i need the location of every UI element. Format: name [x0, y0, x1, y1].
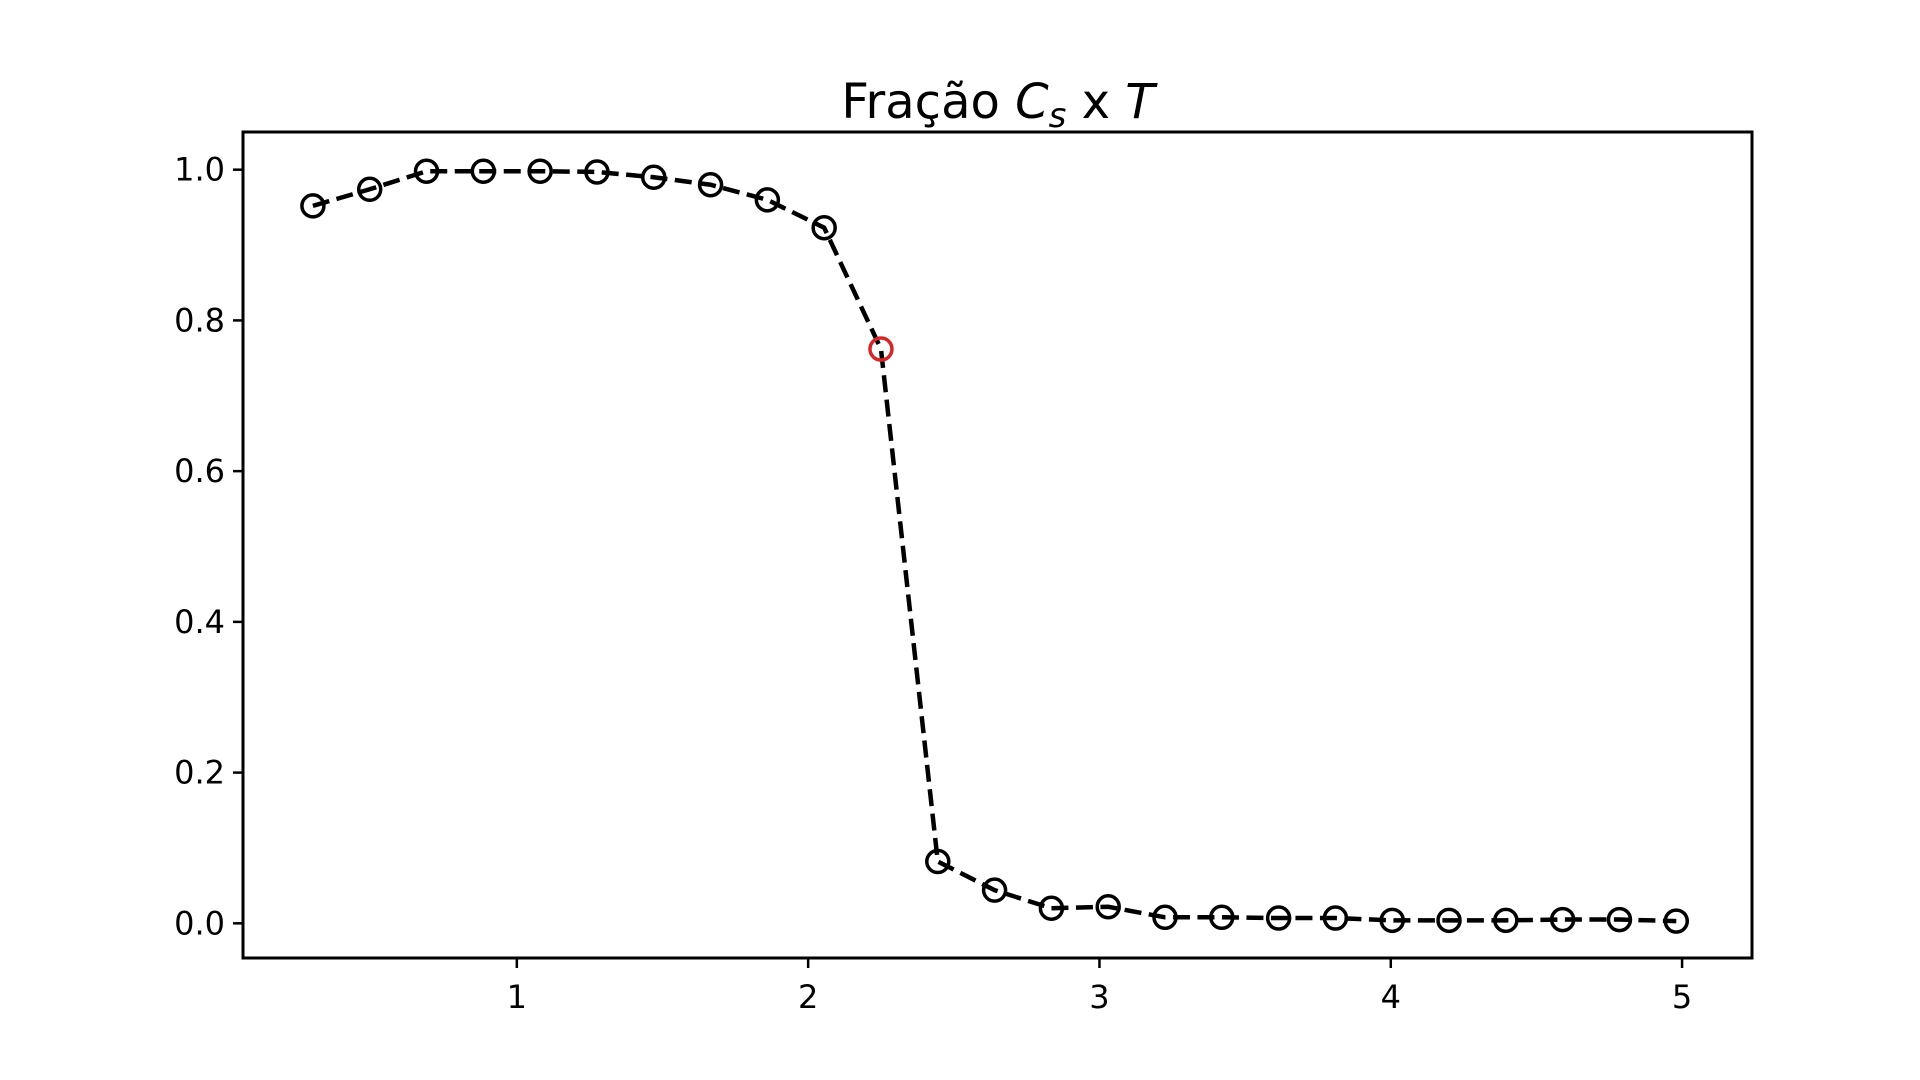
- highlighted-data-point: [868, 336, 894, 362]
- chart-title-middle: x: [1066, 74, 1125, 130]
- data-point: [1436, 907, 1462, 934]
- y-tick-label: 0.8: [174, 301, 225, 339]
- x-tick-label: 3: [1089, 978, 1109, 1016]
- data-point: [1663, 908, 1690, 934]
- data-point: [527, 158, 553, 184]
- chart-title: Fração Cs x T: [841, 74, 1158, 136]
- data-point: [413, 158, 440, 184]
- x-tick-label: 1: [507, 978, 527, 1016]
- data-point: [1209, 904, 1235, 931]
- data-point: [1095, 894, 1121, 920]
- plot-area: [300, 158, 1690, 934]
- data-point: [1493, 907, 1519, 934]
- y-tick-label: 1.0: [174, 151, 225, 189]
- data-point: [470, 158, 497, 184]
- data-point: [754, 187, 781, 213]
- series-line: [312, 168, 1677, 924]
- data-point: [811, 214, 837, 241]
- data-point: [1606, 906, 1633, 933]
- chart-title-subscript: s: [1049, 96, 1067, 136]
- y-tick-label: 0.6: [174, 452, 225, 490]
- y-tick-label: 0.2: [174, 754, 225, 792]
- data-point: [1379, 907, 1405, 934]
- data-point: [641, 164, 667, 190]
- data-point: [1038, 895, 1065, 922]
- x-tick-label: 2: [798, 978, 818, 1016]
- data-point: [1265, 905, 1292, 931]
- data-point: [356, 176, 383, 203]
- data-point: [925, 848, 951, 875]
- chart-title-symbol: C: [1015, 74, 1049, 130]
- chart-title-variable: T: [1125, 74, 1158, 130]
- y-tick-label: 0.0: [174, 904, 225, 942]
- axes: 1 2 3 4 5 0.0 0.2 0.4 0.6 0.8 1.0: [174, 130, 1754, 1016]
- chart-title-prefix: Fração: [841, 74, 1015, 130]
- data-point: [981, 877, 1008, 903]
- data-point: [1152, 904, 1178, 931]
- x-tick-label: 4: [1381, 978, 1401, 1016]
- data-point: [1322, 905, 1349, 931]
- data-point: [1549, 906, 1576, 933]
- y-tick-label: 0.4: [174, 603, 225, 641]
- x-tick-label: 5: [1672, 978, 1692, 1016]
- data-point: [584, 159, 610, 185]
- axes-frame: [241, 130, 1754, 960]
- data-point: [697, 172, 724, 198]
- data-point: [300, 193, 326, 219]
